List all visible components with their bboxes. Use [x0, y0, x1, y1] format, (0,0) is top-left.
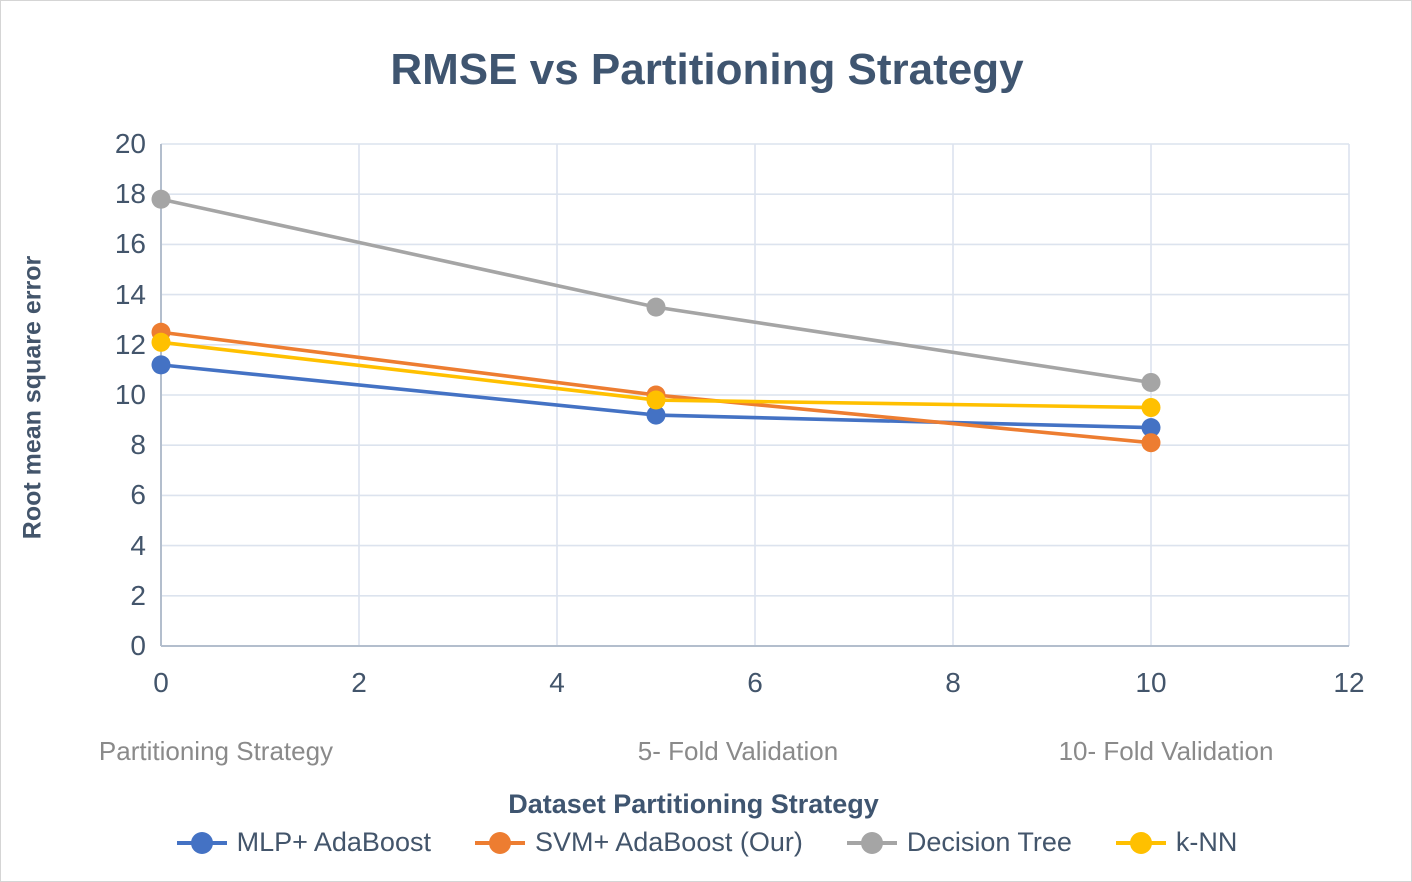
data-point-k-nn-x0 [151, 332, 171, 352]
series-line-decision-tree [159, 197, 1153, 385]
category-label-partitioning-strategy: Partitioning Strategy [98, 736, 334, 766]
data-point-decision-tree-x5 [646, 297, 666, 317]
legend-item-svm-adaboost-our: SVM+ AdaBoost (Our) [474, 827, 803, 858]
legend-marker-dot [488, 831, 511, 854]
x-axis-title: Dataset Partitioning Strategy [508, 789, 879, 819]
y-axis-title: Root mean square error [18, 255, 47, 540]
legend-marker-dot [860, 831, 883, 854]
chart-title: RMSE vs Partitioning Strategy [390, 45, 1024, 94]
data-point-mlp-adaboost-x10 [1141, 418, 1161, 438]
data-point-mlp-adaboost-x5 [646, 405, 666, 425]
y-tick-label-16: 16 [114, 228, 146, 260]
y-tick-label-10: 10 [114, 379, 146, 410]
y-tick-label-4: 4 [130, 529, 146, 561]
data-point-decision-tree-x10 [1141, 372, 1161, 392]
y-tick-label-12: 12 [114, 328, 146, 360]
category-label-5-fold-validation: 5- Fold Validation [637, 736, 839, 766]
category-label-10-fold-validation: 10- Fold Validation [1058, 736, 1274, 766]
legend-marker-icon-decision-tree [846, 831, 897, 854]
legend-label-mlp-adaboost: MLP+ AdaBoost [236, 827, 431, 857]
y-tick-label-18: 18 [114, 178, 146, 210]
x-tick-label-0: 0 [153, 667, 169, 698]
legend-marker-icon-svm-adaboost-our [474, 831, 525, 854]
chart-legend: MLP+ AdaBoost SVM+ AdaBoost (Our) Decision… [1, 827, 1411, 858]
x-tick-label-8: 8 [945, 667, 961, 698]
data-point-k-nn-x5 [646, 390, 666, 410]
x-tick-label-12: 12 [1333, 667, 1365, 698]
x-tick-label-10: 10 [1135, 667, 1167, 698]
legend-marker-dot [190, 831, 213, 854]
x-tick-label-2: 2 [351, 667, 367, 698]
legend-item-k-nn: k-NN [1115, 827, 1238, 858]
data-point-k-nn-x10 [1141, 398, 1161, 418]
y-tick-label-14: 14 [114, 278, 146, 310]
x-tick-label-4: 4 [549, 667, 565, 698]
y-tick-label-8: 8 [130, 429, 146, 461]
legend-label-k-nn: k-NN [1175, 827, 1238, 857]
x-tick-label-6: 6 [747, 667, 763, 698]
legend-marker-dot [1129, 831, 1152, 854]
y-tick-label-6: 6 [130, 479, 146, 511]
legend-label-decision-tree: Decision Tree [906, 827, 1072, 857]
data-point-svm-adaboost-our-x10 [1141, 433, 1161, 453]
data-point-mlp-adaboost-x0 [151, 355, 171, 375]
y-tick-label-0: 0 [130, 630, 146, 661]
legend-marker-icon-k-nn [1115, 831, 1166, 854]
legend-label-svm-adaboost-our: SVM+ AdaBoost (Our) [534, 827, 803, 857]
legend-item-mlp-adaboost: MLP+ AdaBoost [176, 827, 431, 858]
data-point-decision-tree-x0 [151, 189, 171, 209]
legend-item-decision-tree: Decision Tree [846, 827, 1072, 858]
y-tick-label-2: 2 [130, 579, 146, 611]
y-tick-label-20: 20 [114, 128, 146, 159]
legend-marker-icon-mlp-adaboost [176, 831, 227, 854]
